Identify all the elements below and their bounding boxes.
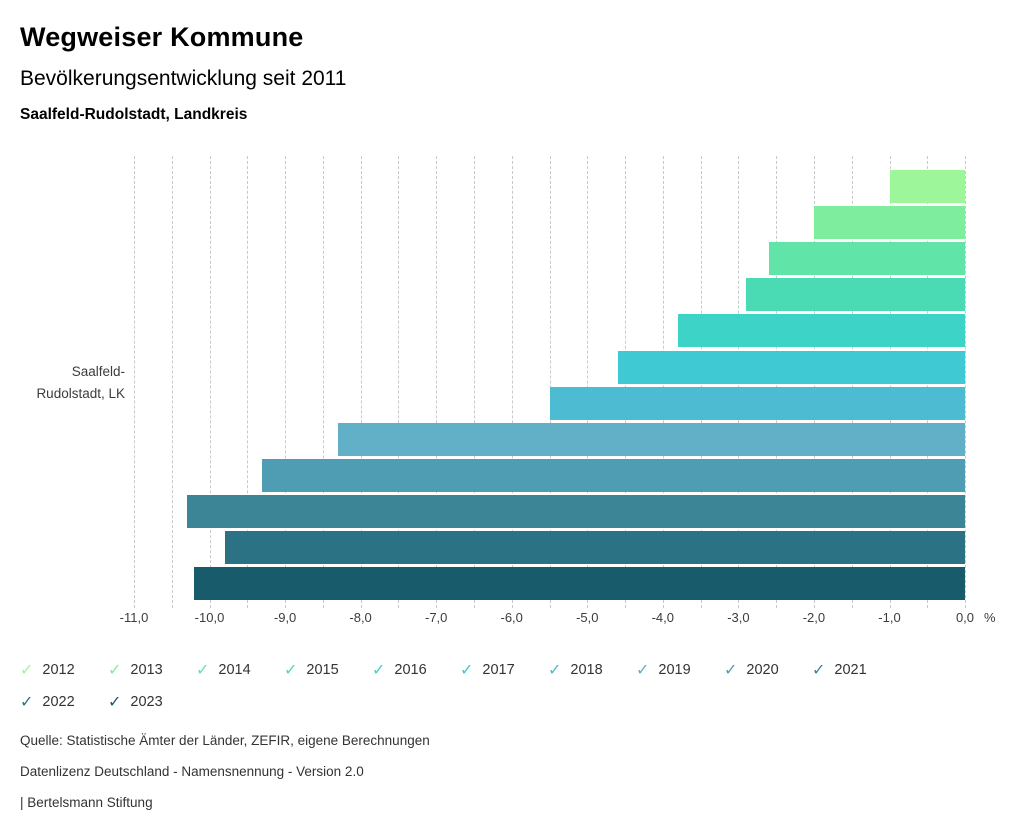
check-icon: ✓ [108, 660, 122, 679]
bar-2015[interactable] [745, 278, 965, 312]
bar-2020[interactable] [262, 458, 965, 492]
check-icon: ✓ [548, 660, 562, 679]
gridline [322, 156, 324, 608]
legend-year-label: 2023 [130, 694, 163, 710]
gridline [474, 156, 475, 608]
legend-item-2019[interactable]: ✓ 2019 [636, 654, 724, 686]
legend-item-2023[interactable]: ✓ 2023 [108, 686, 196, 718]
legend-year-label: 2012 [42, 662, 75, 678]
bar-2023[interactable] [194, 567, 965, 601]
x-axis-tick-label: -7,0 [424, 610, 448, 625]
legend-item-2021[interactable]: ✓ 2021 [812, 654, 900, 686]
check-icon: ✓ [636, 660, 650, 679]
legend-item-2014[interactable]: ✓ 2014 [196, 654, 284, 686]
legend-item-2017[interactable]: ✓ 2017 [460, 654, 548, 686]
chart-title: Bevölkerungsentwicklung seit 2011 [20, 67, 347, 90]
legend-item-2020[interactable]: ✓ 2020 [724, 654, 812, 686]
x-axis: % -11,0 -10,0 -9,0 -8,0 -7,0 -6,0 -5,0 -4,0 -3,0… [0, 608, 1024, 626]
legend-item-2022[interactable]: ✓ 2022 [20, 686, 108, 718]
region-title: Saalfeld-Rudolstadt, Landkreis [20, 106, 248, 123]
gridline [360, 156, 362, 608]
legend-item-2015[interactable]: ✓ 2015 [284, 654, 372, 686]
footer-brand: | Bertelsmann Stiftung [20, 795, 153, 810]
check-icon: ✓ [372, 660, 386, 679]
app-title: Wegweiser Kommune [20, 22, 304, 52]
legend-year-label: 2016 [394, 662, 427, 678]
check-icon: ✓ [20, 660, 34, 679]
x-axis-tick-label: 0,0 [955, 610, 975, 625]
check-icon: ✓ [460, 660, 474, 679]
gridline [549, 156, 551, 608]
gridline [398, 156, 400, 608]
bar-2012[interactable] [889, 170, 965, 203]
bar-layer [134, 156, 965, 608]
gridline [965, 156, 966, 608]
bar-2022[interactable] [224, 531, 965, 564]
check-icon: ✓ [812, 660, 826, 679]
x-axis-tick-label: -1,0 [878, 610, 901, 625]
x-axis-tick-label: -6,0 [500, 610, 523, 625]
legend-year-label: 2013 [130, 662, 163, 678]
bar-2014[interactable] [768, 242, 965, 276]
bar-2019[interactable] [338, 422, 965, 456]
legend-item-2016[interactable]: ✓ 2016 [372, 654, 460, 686]
axis-unit-label: % [984, 610, 996, 625]
legend-item-2018[interactable]: ✓ 2018 [548, 654, 636, 686]
y-axis-category-line1: Saalfeld- [71, 364, 125, 379]
bar-2018[interactable] [549, 386, 965, 420]
gridline [587, 156, 589, 608]
legend-year-label: 2014 [218, 662, 251, 678]
y-axis-category-label: Saalfeld- Rudolstadt, LK [0, 361, 125, 405]
legend-year-label: 2017 [482, 662, 515, 678]
footer-license: Datenlizenz Deutschland - Namensnennung … [20, 764, 364, 779]
gridline [511, 156, 513, 608]
legend: ✓ 2012 ✓ 2013 ✓ 2014 ✓ 2015 ✓ 2016 ✓ 2017 ✓ 2018 ✓ 2019… [20, 654, 910, 718]
legend-year-label: 2019 [658, 662, 691, 678]
gridline [436, 156, 438, 608]
legend-year-label: 2015 [306, 662, 339, 678]
check-icon: ✓ [20, 692, 34, 711]
legend-year-label: 2020 [746, 662, 779, 678]
check-icon: ✓ [108, 692, 122, 711]
gridline [209, 156, 211, 608]
gridline [285, 156, 287, 608]
legend-year-label: 2021 [834, 662, 867, 678]
x-axis-tick-label: -11,0 [119, 610, 149, 625]
gridline [247, 156, 249, 608]
footer-source: Quelle: Statistische Ämter der Länder, Z… [20, 733, 430, 748]
x-axis-tick-label: -10,0 [194, 610, 225, 625]
bar-2021[interactable] [186, 494, 965, 528]
check-icon: ✓ [284, 660, 298, 679]
x-axis-tick-label: -9,0 [273, 610, 297, 625]
check-icon: ✓ [196, 660, 210, 679]
x-axis-tick-label: -3,0 [727, 610, 750, 625]
bar-2013[interactable] [813, 206, 965, 240]
x-axis-tick-label: -2,0 [802, 610, 826, 625]
check-icon: ✓ [724, 660, 738, 679]
gridline [134, 156, 135, 608]
bar-2017[interactable] [617, 350, 965, 384]
legend-year-label: 2022 [42, 694, 75, 710]
legend-year-label: 2018 [570, 662, 603, 678]
legend-item-2012[interactable]: ✓ 2012 [20, 654, 108, 686]
gridline [171, 156, 173, 608]
x-axis-tick-label: -5,0 [576, 610, 599, 625]
legend-item-2013[interactable]: ✓ 2013 [108, 654, 196, 686]
bar-2016[interactable] [677, 314, 965, 348]
x-axis-tick-label: -8,0 [349, 610, 372, 625]
x-axis-tick-label: -4,0 [651, 610, 674, 625]
y-axis-category-line2: Rudolstadt, LK [36, 386, 125, 401]
